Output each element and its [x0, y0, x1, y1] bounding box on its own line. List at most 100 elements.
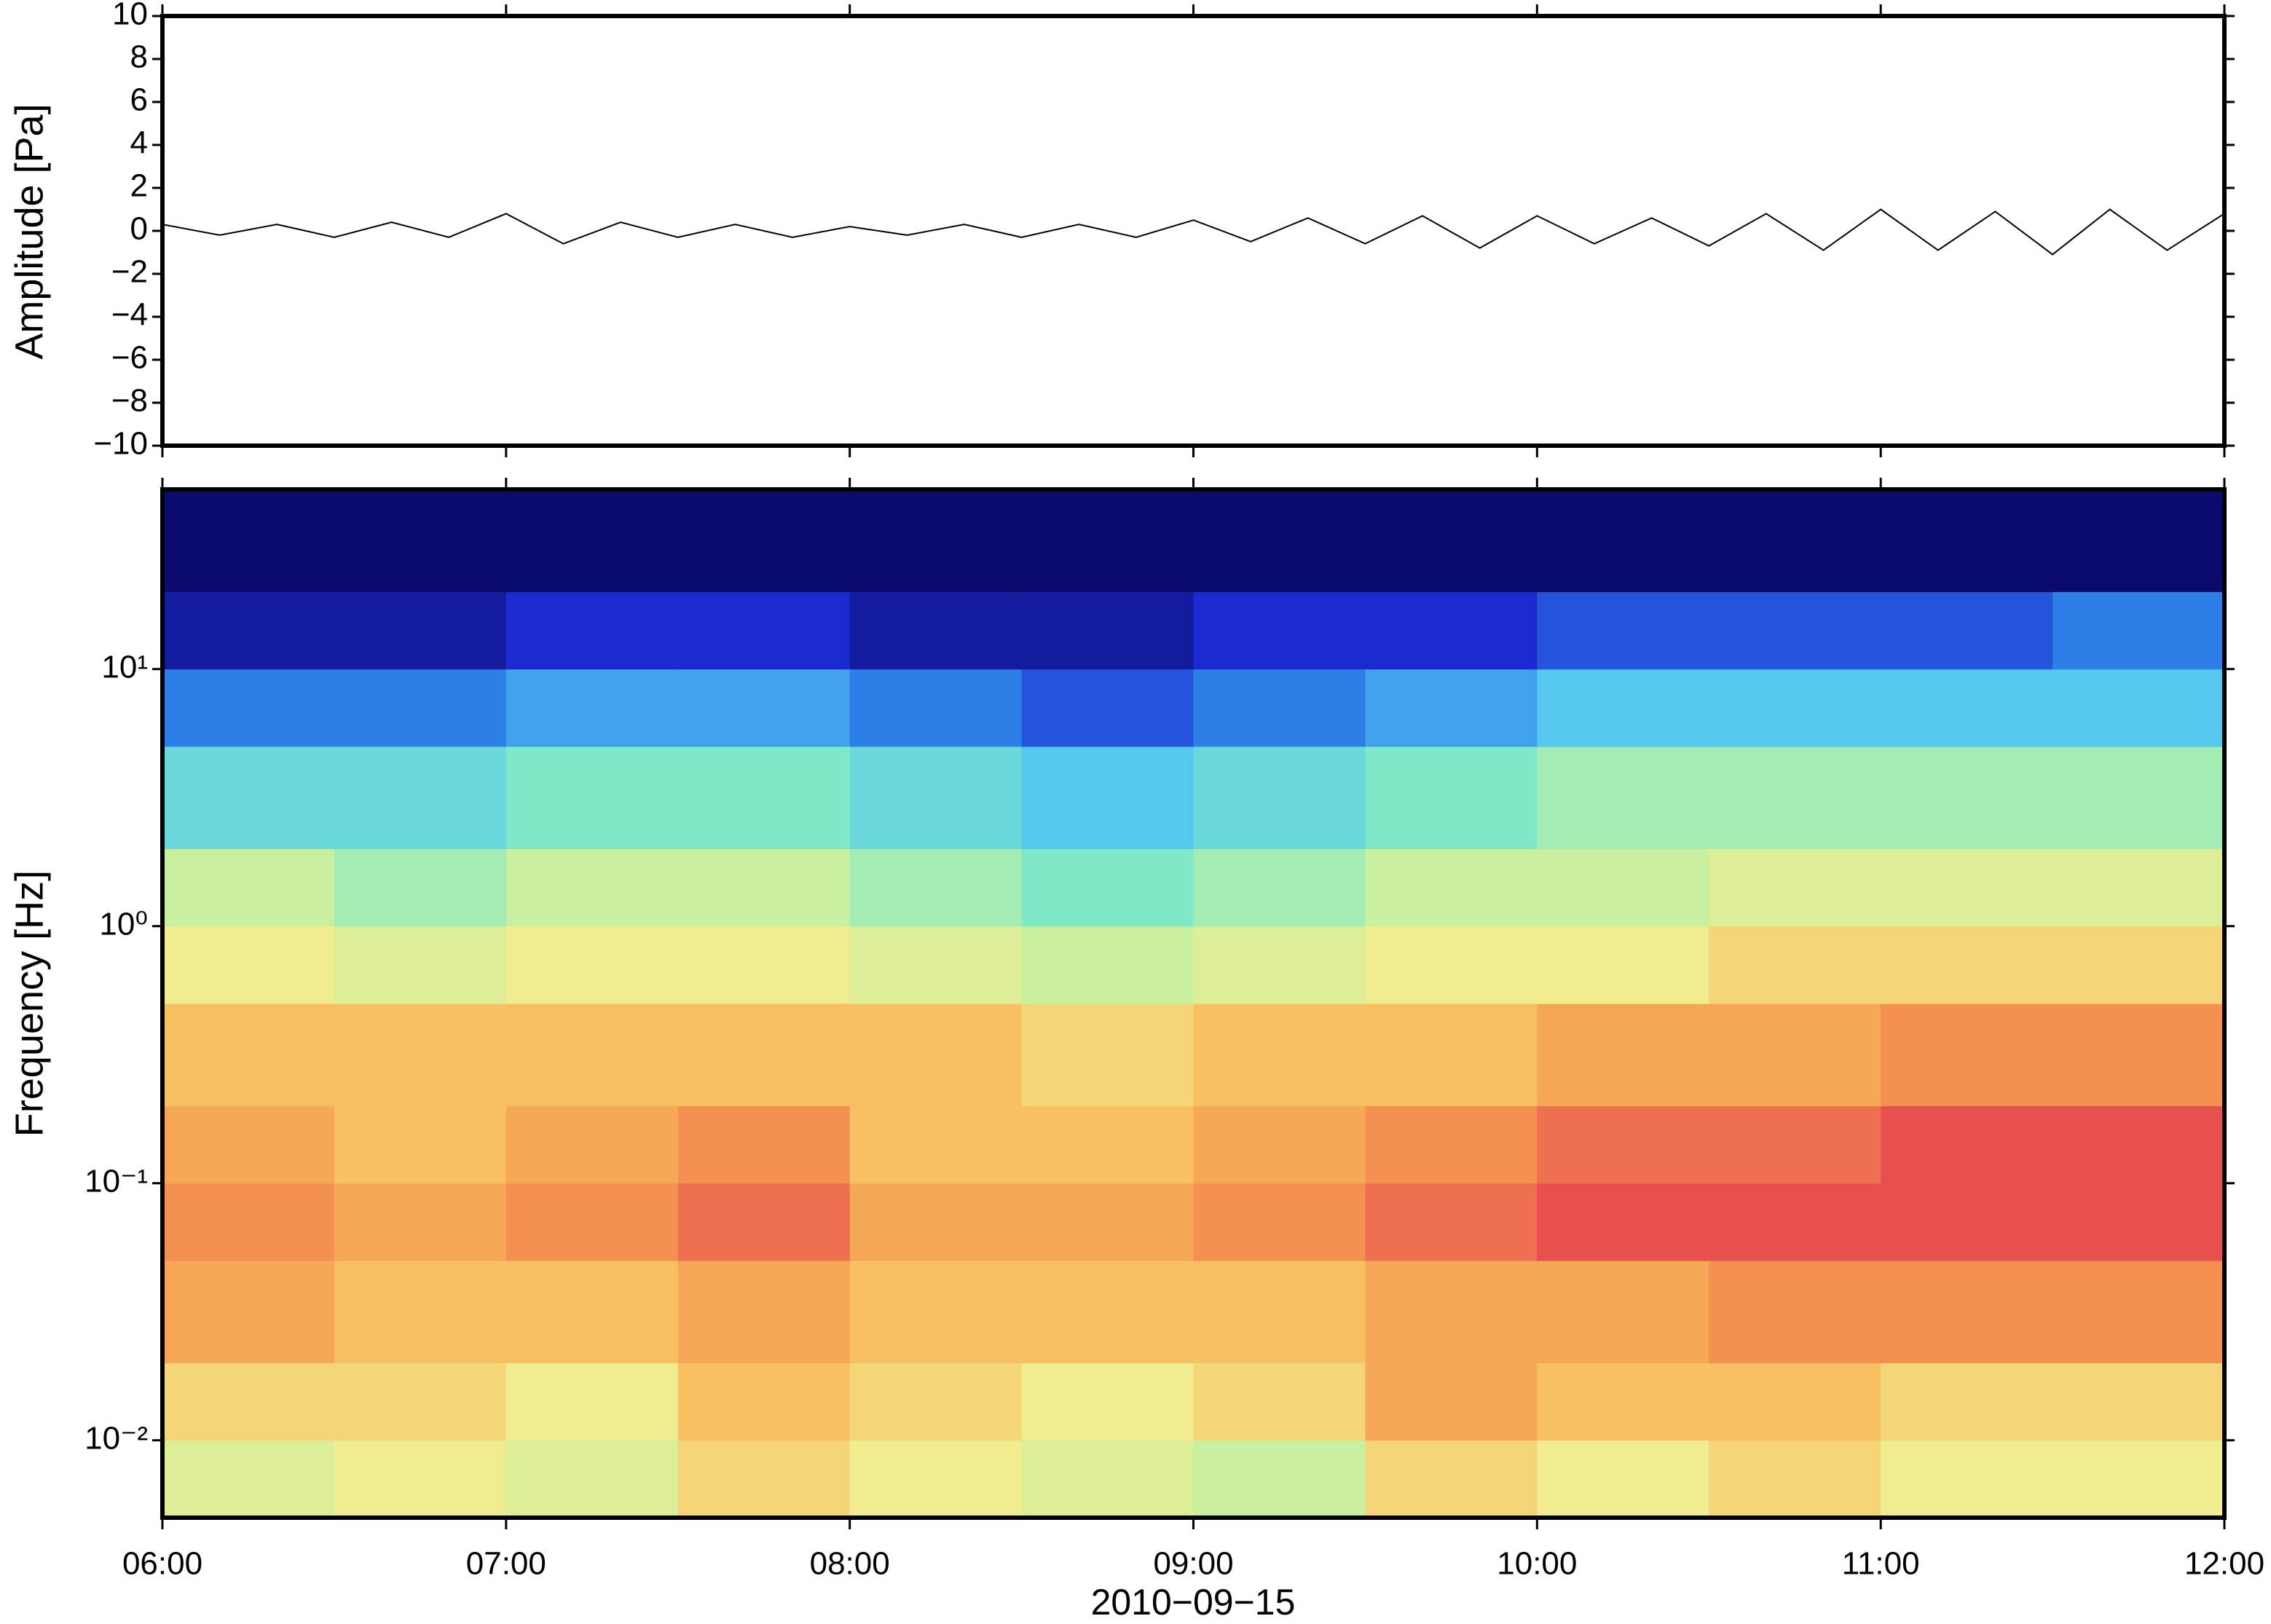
spectrogram-cell: [1193, 1105, 1366, 1184]
spectrogram-cell: [1365, 591, 1538, 670]
spectrogram-cell: [334, 926, 507, 1004]
spectrogram-cell: [2052, 1105, 2225, 1184]
spectrogram-cell: [1709, 1440, 1881, 1518]
spectrogram-cell: [334, 591, 507, 670]
spectrogram-cell: [849, 591, 1023, 670]
spectrogram-cell: [1881, 1363, 2053, 1441]
spectrogram-cell: [1193, 1004, 1366, 1106]
spectrogram-cell: [1021, 489, 1194, 592]
spectrogram-cell: [2052, 926, 2225, 1004]
spectrogram-cell: [1881, 1261, 2053, 1363]
spectrogram-cell: [2052, 591, 2225, 670]
x-tick-label: 07:00: [466, 1546, 546, 1582]
spectrogram-cell: [1365, 746, 1538, 849]
y-tick-label: −10: [93, 426, 148, 462]
spectrogram-cell: [1537, 669, 1709, 747]
spectrogram-cell: [162, 746, 335, 849]
spectrogram-cell: [1021, 1105, 1194, 1184]
y-tick-label: 8: [130, 39, 148, 75]
y-tick-label: 2: [130, 168, 148, 204]
spectrogram-cell: [1709, 848, 1881, 927]
x-tick-label: 08:00: [810, 1546, 890, 1582]
spectrogram-cell: [677, 1363, 851, 1441]
y-tick-label: 10¹: [101, 649, 148, 685]
spectrogram-cell: [1193, 669, 1366, 747]
spectrogram-cell: [1881, 1440, 2053, 1518]
spectrogram-cell: [1709, 1004, 1881, 1106]
spectrogram-cell: [677, 1440, 851, 1518]
spectrogram-cell: [1365, 1183, 1538, 1261]
spectrogram-cell: [1365, 1261, 1538, 1363]
spectrogram-cell: [2052, 1261, 2225, 1363]
spectrogram-cell: [1709, 1363, 1881, 1441]
spectrogram-cell: [849, 1105, 1023, 1184]
spectrogram-cell: [1537, 746, 1709, 849]
spectrogram-cell: [505, 848, 679, 927]
spectrogram-cell: [334, 1183, 507, 1261]
spectrogram-cell: [677, 489, 851, 592]
spectrogram-cell: [1881, 1004, 2053, 1106]
spectrogram-cell: [849, 1183, 1023, 1261]
spectrogram-cell: [677, 1261, 851, 1363]
spectrogram-cell: [1193, 489, 1366, 592]
spectrogram-cell: [1709, 591, 1881, 670]
spectrogram-cell: [1881, 848, 2053, 927]
y-tick-label: 10⁰: [99, 906, 148, 942]
x-tick-label: 11:00: [1842, 1546, 1920, 1582]
spectrogram-cell: [334, 1261, 507, 1363]
plot-frame: [160, 14, 2227, 448]
y-tick-label: 0: [130, 211, 148, 247]
spectrogram-cell: [1021, 669, 1194, 747]
spectrogram-cell: [505, 1105, 679, 1184]
spectrogram-cell: [1365, 489, 1538, 592]
y-tick-label: −2: [111, 254, 148, 290]
spectrogram-cell: [334, 489, 507, 592]
spectrogram-cell: [334, 669, 507, 747]
spectrogram-cell: [1021, 746, 1194, 849]
spectrogram-cell: [1537, 1183, 1709, 1261]
spectrogram-cell: [162, 669, 335, 747]
spectrogram-cell: [1193, 746, 1366, 849]
spectrogram-cell: [334, 1105, 507, 1184]
spectrogram-cell: [505, 1261, 679, 1363]
spectrogram-cell: [162, 1440, 335, 1518]
spectrogram-cell: [1881, 1105, 2053, 1184]
spectrogram-cell: [849, 1261, 1023, 1363]
spectrogram-cell: [1881, 746, 2053, 849]
waveform: [162, 208, 2225, 256]
spectrogram-cell: [849, 669, 1023, 747]
spectrogram-cell: [1537, 848, 1709, 927]
spectrogram-cell: [1537, 1363, 1709, 1441]
spectrogram-cell: [505, 1183, 679, 1261]
spectrogram-cell: [1365, 926, 1538, 1004]
spectrogram-cell: [677, 746, 851, 849]
spectrogram-cell: [334, 848, 507, 927]
spectrogram-cell: [1193, 1363, 1366, 1441]
spectrogram-cell: [1709, 489, 1881, 592]
spectrogram-cell: [849, 1004, 1023, 1106]
spectrogram-cell: [2052, 848, 2225, 927]
spectrogram-cell: [2052, 1183, 2225, 1261]
y-tick-label: 4: [130, 125, 148, 161]
spectrogram-cell: [677, 926, 851, 1004]
y-tick-label: −8: [111, 383, 148, 419]
spectrogram-cell: [162, 591, 335, 670]
spectrogram-cell: [2052, 489, 2225, 592]
x-tick-label: 06:00: [122, 1546, 202, 1582]
spectrogram-cell: [677, 1004, 851, 1106]
spectrogram-cell: [677, 848, 851, 927]
spectrogram-cell: [1881, 489, 2053, 592]
spectrogram-cell: [162, 1363, 335, 1441]
spectrogram-cell: [505, 591, 679, 670]
spectrogram-cell: [162, 1261, 335, 1363]
spectrogram-cell: [677, 669, 851, 747]
spectrogram-cell: [334, 746, 507, 849]
spectrogram-cell: [334, 1363, 507, 1441]
spectrogram-cell: [677, 1183, 851, 1261]
spectrogram-cell: [1193, 848, 1366, 927]
spectrogram-cell: [505, 669, 679, 747]
spectrogram-cell: [1365, 1363, 1538, 1441]
y-tick-label: −4: [111, 297, 148, 333]
spectrogram-cell: [849, 848, 1023, 927]
spectrogram-cell: [505, 746, 679, 849]
